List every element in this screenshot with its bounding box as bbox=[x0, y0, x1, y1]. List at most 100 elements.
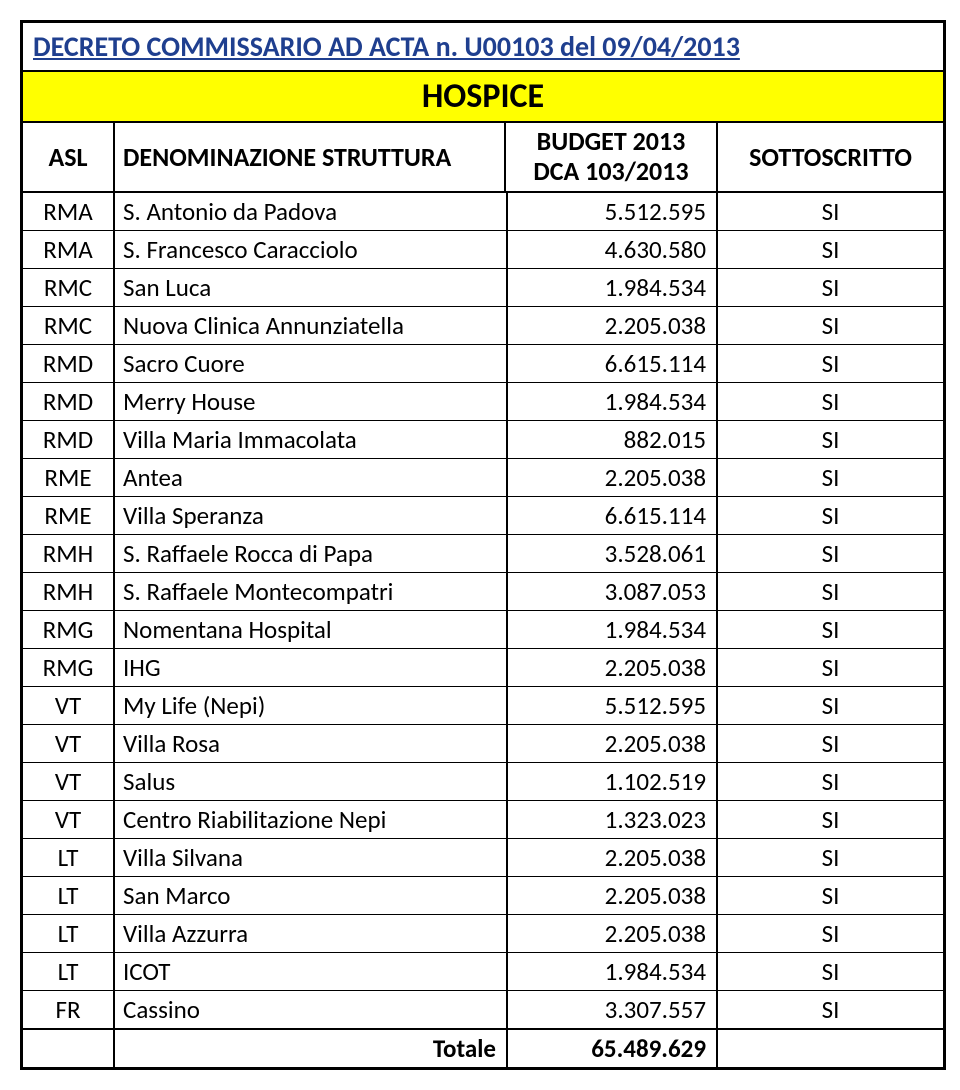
cell-budget: 2.205.038 bbox=[508, 307, 718, 344]
cell-budget: 1.984.534 bbox=[508, 383, 718, 420]
cell-sotto: SI bbox=[718, 535, 943, 572]
cell-budget: 2.205.038 bbox=[508, 459, 718, 496]
table-row: RMGNomentana Hospital1.984.534SI bbox=[23, 611, 943, 649]
cell-asl: RMH bbox=[23, 535, 115, 572]
cell-asl: RMC bbox=[23, 269, 115, 306]
cell-sotto: SI bbox=[718, 269, 943, 306]
cell-denom: Villa Speranza bbox=[115, 497, 508, 534]
total-empty-sotto bbox=[718, 1030, 943, 1067]
cell-asl: RMD bbox=[23, 345, 115, 382]
cell-sotto: SI bbox=[718, 915, 943, 952]
header-sotto: SOTTOSCRITTO bbox=[718, 123, 943, 191]
cell-asl: FR bbox=[23, 991, 115, 1028]
cell-asl: RMG bbox=[23, 611, 115, 648]
title-row: DECRETO COMMISSARIO AD ACTA n. U00103 de… bbox=[23, 23, 943, 72]
cell-denom: Antea bbox=[115, 459, 508, 496]
cell-budget: 2.205.038 bbox=[508, 877, 718, 914]
cell-denom: Sacro Cuore bbox=[115, 345, 508, 382]
cell-budget: 3.528.061 bbox=[508, 535, 718, 572]
cell-sotto: SI bbox=[718, 345, 943, 382]
table-row: VTSalus1.102.519SI bbox=[23, 763, 943, 801]
cell-asl: RMA bbox=[23, 193, 115, 230]
cell-budget: 1.984.534 bbox=[508, 953, 718, 990]
cell-budget: 1.984.534 bbox=[508, 611, 718, 648]
cell-denom: ICOT bbox=[115, 953, 508, 990]
cell-asl: LT bbox=[23, 877, 115, 914]
header-denom: DENOMINAZIONE STRUTTURA bbox=[115, 123, 506, 191]
cell-denom: My Life (Nepi) bbox=[115, 687, 508, 724]
cell-denom: Nomentana Hospital bbox=[115, 611, 508, 648]
cell-asl: RMC bbox=[23, 307, 115, 344]
cell-denom: S. Raffaele Rocca di Papa bbox=[115, 535, 508, 572]
table-row: RMEAntea2.205.038SI bbox=[23, 459, 943, 497]
cell-sotto: SI bbox=[718, 725, 943, 762]
table-row: RMHS. Raffaele Rocca di Papa3.528.061SI bbox=[23, 535, 943, 573]
column-headers: ASL DENOMINAZIONE STRUTTURA BUDGET 2013 … bbox=[23, 123, 943, 193]
cell-sotto: SI bbox=[718, 801, 943, 838]
cell-asl: VT bbox=[23, 687, 115, 724]
cell-denom: S. Francesco Caracciolo bbox=[115, 231, 508, 268]
cell-asl: LT bbox=[23, 915, 115, 952]
cell-sotto: SI bbox=[718, 953, 943, 990]
cell-budget: 2.205.038 bbox=[508, 915, 718, 952]
total-empty-asl bbox=[23, 1030, 115, 1067]
cell-budget: 6.615.114 bbox=[508, 345, 718, 382]
cell-denom: Nuova Clinica Annunziatella bbox=[115, 307, 508, 344]
table-row: RMGIHG2.205.038SI bbox=[23, 649, 943, 687]
cell-sotto: SI bbox=[718, 193, 943, 230]
cell-denom: Centro Riabilitazione Nepi bbox=[115, 801, 508, 838]
table-row: RMDSacro Cuore6.615.114SI bbox=[23, 345, 943, 383]
cell-asl: VT bbox=[23, 725, 115, 762]
cell-asl: VT bbox=[23, 763, 115, 800]
header-budget: BUDGET 2013 DCA 103/2013 bbox=[506, 123, 718, 191]
table-row: RMDMerry House1.984.534SI bbox=[23, 383, 943, 421]
table-row: VTVilla Rosa2.205.038SI bbox=[23, 725, 943, 763]
table-row: VTMy Life (Nepi)5.512.595SI bbox=[23, 687, 943, 725]
cell-asl: RME bbox=[23, 497, 115, 534]
header-budget-line2: DCA 103/2013 bbox=[506, 157, 716, 187]
table-row: VTCentro Riabilitazione Nepi1.323.023SI bbox=[23, 801, 943, 839]
decree-title: DECRETO COMMISSARIO AD ACTA n. U00103 de… bbox=[33, 29, 740, 64]
header-budget-line1: BUDGET 2013 bbox=[506, 127, 716, 157]
cell-denom: Merry House bbox=[115, 383, 508, 420]
cell-sotto: SI bbox=[718, 459, 943, 496]
cell-asl: LT bbox=[23, 839, 115, 876]
cell-asl: RMG bbox=[23, 649, 115, 686]
table-row: RMCNuova Clinica Annunziatella2.205.038S… bbox=[23, 307, 943, 345]
cell-sotto: SI bbox=[718, 421, 943, 458]
header-asl: ASL bbox=[23, 123, 115, 191]
cell-denom: S. Antonio da Padova bbox=[115, 193, 508, 230]
cell-budget: 3.307.557 bbox=[508, 991, 718, 1028]
cell-denom: Cassino bbox=[115, 991, 508, 1028]
table-row: RMCSan Luca1.984.534SI bbox=[23, 269, 943, 307]
cell-sotto: SI bbox=[718, 573, 943, 610]
cell-asl: RMA bbox=[23, 231, 115, 268]
cell-denom: Villa Maria Immacolata bbox=[115, 421, 508, 458]
total-row: Totale 65.489.629 bbox=[23, 1030, 943, 1067]
cell-sotto: SI bbox=[718, 611, 943, 648]
cell-denom: IHG bbox=[115, 649, 508, 686]
cell-budget: 5.512.595 bbox=[508, 687, 718, 724]
cell-budget: 2.205.038 bbox=[508, 649, 718, 686]
table-row: RMAS. Antonio da Padova5.512.595SI bbox=[23, 193, 943, 231]
cell-sotto: SI bbox=[718, 687, 943, 724]
table-row: LTVilla Azzurra2.205.038SI bbox=[23, 915, 943, 953]
cell-budget: 1.323.023 bbox=[508, 801, 718, 838]
cell-asl: RMD bbox=[23, 383, 115, 420]
table-row: LTSan Marco2.205.038SI bbox=[23, 877, 943, 915]
table-row: LTICOT1.984.534SI bbox=[23, 953, 943, 991]
rows-container: RMAS. Antonio da Padova5.512.595SIRMAS. … bbox=[23, 193, 943, 1030]
cell-sotto: SI bbox=[718, 649, 943, 686]
cell-budget: 1.984.534 bbox=[508, 269, 718, 306]
cell-budget: 3.087.053 bbox=[508, 573, 718, 610]
table-row: RMDVilla Maria Immacolata882.015SI bbox=[23, 421, 943, 459]
cell-sotto: SI bbox=[718, 877, 943, 914]
hospice-table: DECRETO COMMISSARIO AD ACTA n. U00103 de… bbox=[20, 20, 946, 1070]
cell-budget: 882.015 bbox=[508, 421, 718, 458]
cell-budget: 1.102.519 bbox=[508, 763, 718, 800]
cell-denom: Villa Rosa bbox=[115, 725, 508, 762]
cell-budget: 2.205.038 bbox=[508, 839, 718, 876]
total-value: 65.489.629 bbox=[508, 1030, 718, 1067]
cell-asl: RME bbox=[23, 459, 115, 496]
table-row: FRCassino3.307.557SI bbox=[23, 991, 943, 1030]
